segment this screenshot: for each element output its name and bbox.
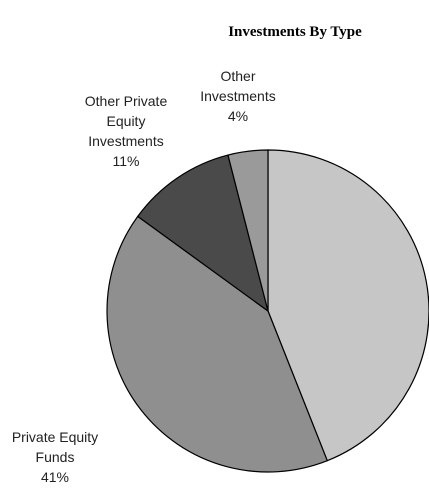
slice-label-line: Equity	[107, 113, 146, 129]
pie-slice-3	[227, 149, 269, 312]
slice-label-1: Private Equity Funds 41%	[12, 429, 98, 485]
slice-label-line: 11%	[113, 153, 140, 169]
slice-label-line: 4%	[228, 108, 248, 124]
chart-title: Investments By Type	[228, 24, 362, 40]
pie-slice-0	[267, 149, 429, 462]
slice-label-2: Other Private Equity Investments 11%	[85, 93, 168, 169]
slice-label-line: Investments	[88, 133, 163, 149]
slice-label-line: Other Private	[85, 93, 168, 109]
slice-label-line: Funds	[36, 449, 75, 465]
pie-slices	[106, 149, 429, 473]
slice-label-line: 41%	[41, 469, 69, 485]
slice-label-line: Investments	[200, 88, 275, 104]
slice-label-line: Private Equity	[12, 429, 98, 445]
pie-slice-1	[106, 215, 329, 473]
slice-label-3: Other Investments 4%	[200, 68, 275, 124]
slice-labels: Private Equity Funds 41% Other Private Equit…	[12, 68, 276, 485]
pie-slice-2	[136, 154, 269, 313]
slice-label-line: Other	[220, 68, 255, 84]
